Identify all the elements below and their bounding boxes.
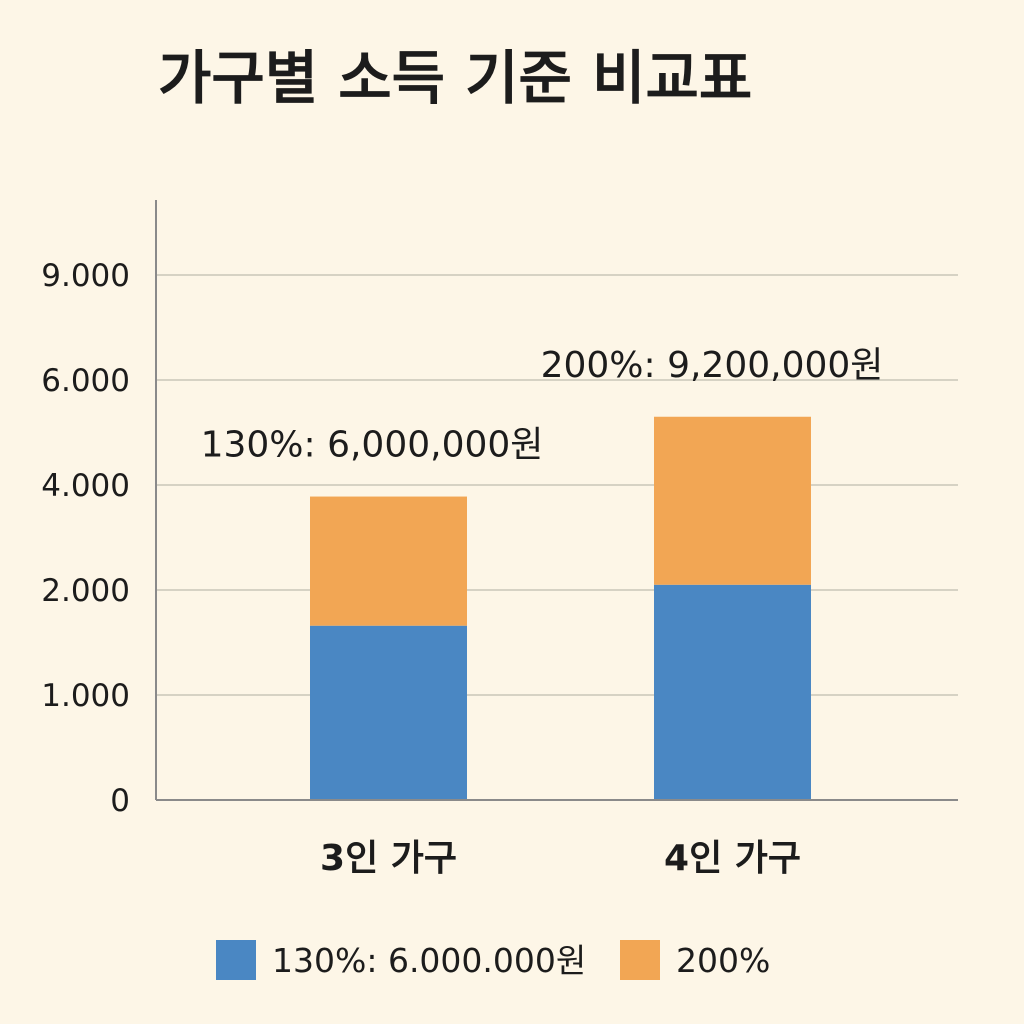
y-tick-label: 9.000 (41, 258, 130, 294)
chart-title: 가구별 소득 기준 비교표 (158, 44, 752, 112)
legend-label: 200% (676, 941, 770, 980)
category-label: 4인 가구 (664, 838, 801, 879)
annotations: 130%: 6,000,000원 200%: 9,200,000원 (201, 345, 884, 466)
category-labels: 3인 가구 4인 가구 (320, 838, 801, 879)
grid-lines (156, 274, 958, 696)
bar-segment (310, 496, 467, 626)
bar-segment (654, 584, 811, 800)
bar-segment (310, 625, 467, 800)
bar-segment (654, 416, 811, 585)
y-axis-tick-labels: 0 1.000 2.000 4.000 6.000 9.000 (41, 258, 130, 819)
legend-label: 130%: 6.000.000원 (272, 941, 586, 980)
y-tick-label: 4.000 (41, 468, 130, 504)
y-tick-label: 1.000 (41, 678, 130, 714)
y-tick-label: 0 (110, 783, 130, 819)
legend-swatch (620, 940, 660, 980)
bar-annotation: 200%: 9,200,000원 (541, 345, 884, 386)
bar-annotation: 130%: 6,000,000원 (201, 425, 544, 466)
legend: 130%: 6.000.000원 200% (216, 940, 770, 980)
category-label: 3인 가구 (320, 838, 457, 879)
y-tick-label: 2.000 (41, 573, 130, 609)
legend-swatch (216, 940, 256, 980)
bars (310, 416, 811, 800)
y-tick-label: 6.000 (41, 363, 130, 399)
